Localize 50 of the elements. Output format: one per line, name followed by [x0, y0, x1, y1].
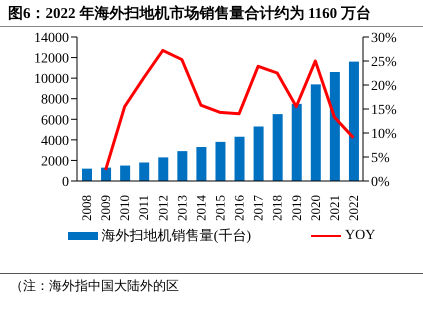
x-tick-label: 2018 — [270, 195, 285, 221]
bar — [215, 142, 226, 181]
x-tick-label: 2019 — [288, 195, 304, 221]
y2-tick-label: 0% — [371, 174, 390, 190]
bar — [196, 147, 206, 181]
y-tick-label: 4000 — [41, 134, 69, 149]
bar — [272, 114, 283, 181]
y2-tick-label: 10% — [371, 126, 397, 142]
chart-title: 图6：2022 年海外扫地机市场销售量合计约为 1160 万台 — [0, 0, 423, 27]
x-tick-label: 2015 — [212, 195, 228, 221]
y2-tick-label: 20% — [371, 78, 397, 94]
x-tick-label: 2009 — [98, 195, 114, 221]
y-tick-label: 10000 — [34, 72, 69, 88]
y-tick-label: 6000 — [41, 113, 69, 128]
x-tick-label: 2008 — [79, 195, 94, 221]
bar — [310, 84, 321, 181]
bar — [234, 136, 245, 181]
x-tick-label: 2021 — [326, 195, 342, 221]
y-tick-label: 8000 — [41, 92, 69, 108]
line-series — [104, 48, 355, 172]
y-tick-label: 14000 — [34, 30, 69, 46]
legend-label: 海外扫地机销售量(千台) — [102, 228, 251, 245]
y-tick-label: 0 — [62, 174, 69, 190]
text: （注：海外指中国大陆外的区 — [10, 278, 179, 293]
x-tick-label: 2011 — [136, 195, 152, 221]
y-tick-label: 2000 — [41, 154, 69, 170]
bar — [292, 104, 302, 181]
bar — [139, 162, 150, 181]
y2-tick-label: 25% — [371, 54, 397, 70]
x-tick-label: 2022 — [346, 195, 361, 221]
x-tick-label: 2014 — [193, 194, 208, 221]
x-tick-label: 2013 — [174, 195, 190, 221]
bar — [120, 166, 130, 181]
bar — [254, 126, 264, 181]
x-tick-label: 2017 — [250, 194, 266, 221]
x-tick-label: 2012 — [155, 195, 170, 221]
bar — [177, 151, 188, 181]
bar — [101, 168, 112, 181]
legend-label: YOY — [344, 228, 376, 244]
x-tick-label: 2010 — [117, 195, 132, 221]
y2-tick-label: 30% — [371, 30, 397, 46]
bar — [158, 157, 168, 181]
y2-tick-label: 5% — [371, 150, 390, 166]
y2-tick-label: 15% — [371, 102, 397, 118]
bar — [330, 72, 340, 181]
bar — [348, 62, 359, 181]
x-tick-label: 2020 — [308, 195, 323, 221]
x-tick-label: 2016 — [232, 194, 247, 221]
y-tick-label: 12000 — [34, 52, 69, 67]
bar — [82, 168, 92, 181]
